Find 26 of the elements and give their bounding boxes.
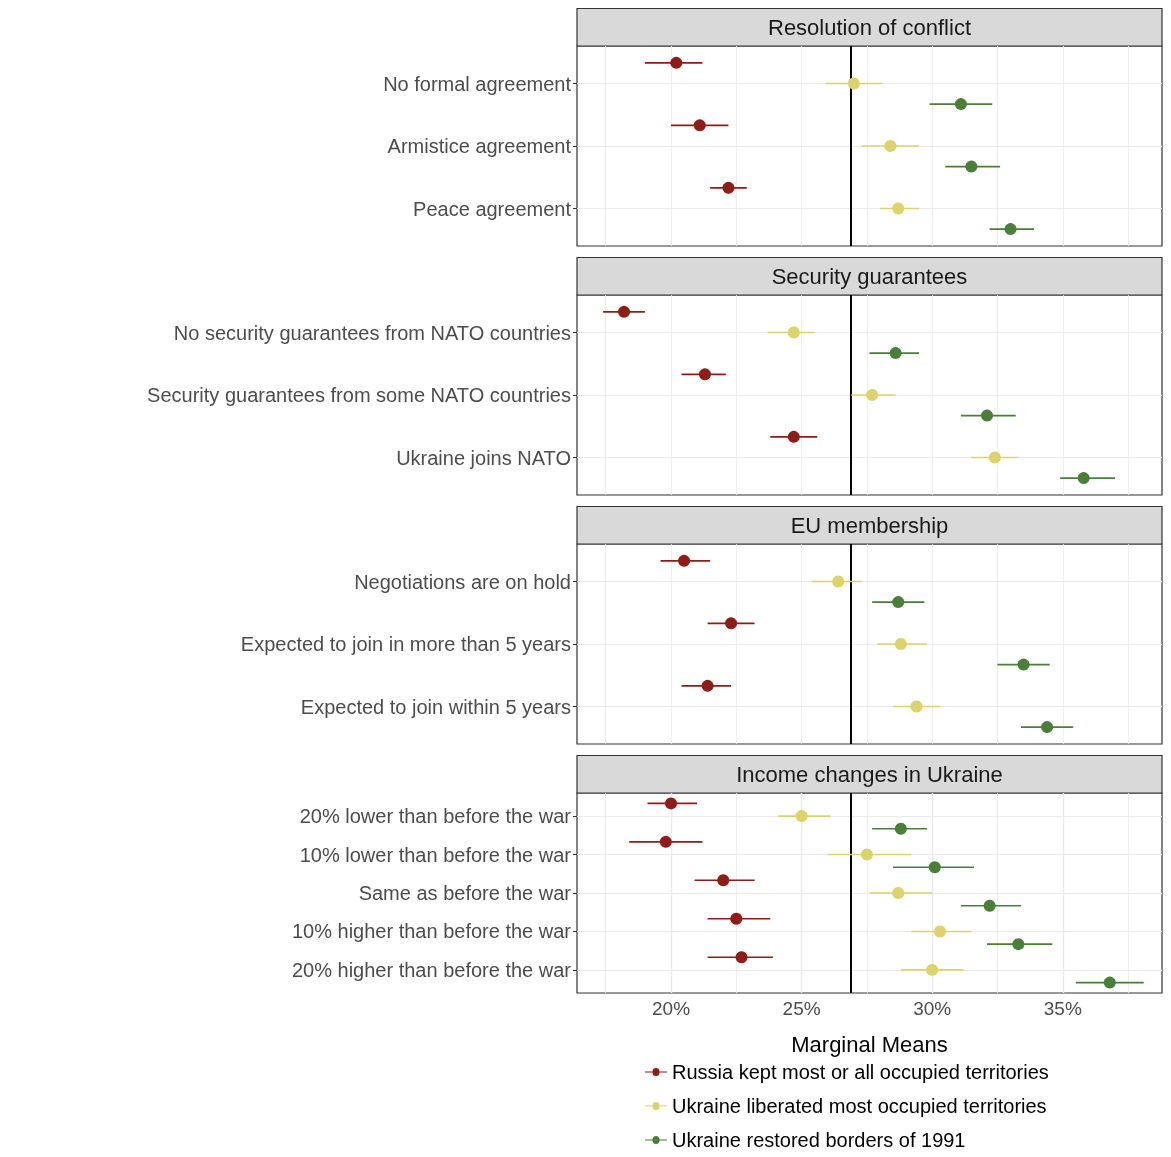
y-tick-label: 10% higher than before the war (291, 920, 572, 943)
x-tick-label: 35% (1043, 998, 1082, 1019)
x-axis-title: Marginal Means (791, 1031, 948, 1057)
y-tick-label: Armistice agreement (387, 135, 572, 157)
legend-label: Ukraine restored borders of 1991 (672, 1129, 966, 1151)
chart-title: Income changes in Ukraine (736, 761, 1003, 787)
x-tick-label: 25% (782, 998, 821, 1019)
y-tick-label: Expected to join within 5 years (300, 695, 571, 718)
x-tick-label: 20% (652, 998, 691, 1019)
chart-title: Resolution of conflict (768, 14, 971, 40)
y-tick-label: Same as before the war (358, 882, 572, 904)
y-tick-label: Negotiations are on hold (354, 570, 571, 593)
y-tick-label: No security guarantees from NATO countries (173, 321, 571, 344)
chart-title: Security guarantees (771, 263, 968, 289)
y-tick-label: Peace agreement (413, 197, 572, 220)
y-tick-label: 10% lower than before the war (299, 843, 572, 866)
y-tick-label: Security guarantees from some NATO countries (147, 384, 571, 406)
y-tick-label: Ukraine joins NATO (396, 446, 571, 469)
legend-label: Ukraine liberated most occupied territories (672, 1095, 1047, 1117)
y-tick-label: 20% lower than before the war (299, 805, 572, 828)
y-tick-label: Expected to join in more than 5 years (240, 633, 571, 655)
chart-title: EU membership (790, 512, 949, 538)
y-tick-label: 20% higher than before the war (291, 958, 572, 981)
legend-label: Russia kept most or all occupied territories (672, 1061, 1049, 1083)
x-tick-label: 30% (913, 998, 952, 1019)
y-tick-label: No formal agreement (383, 72, 572, 95)
